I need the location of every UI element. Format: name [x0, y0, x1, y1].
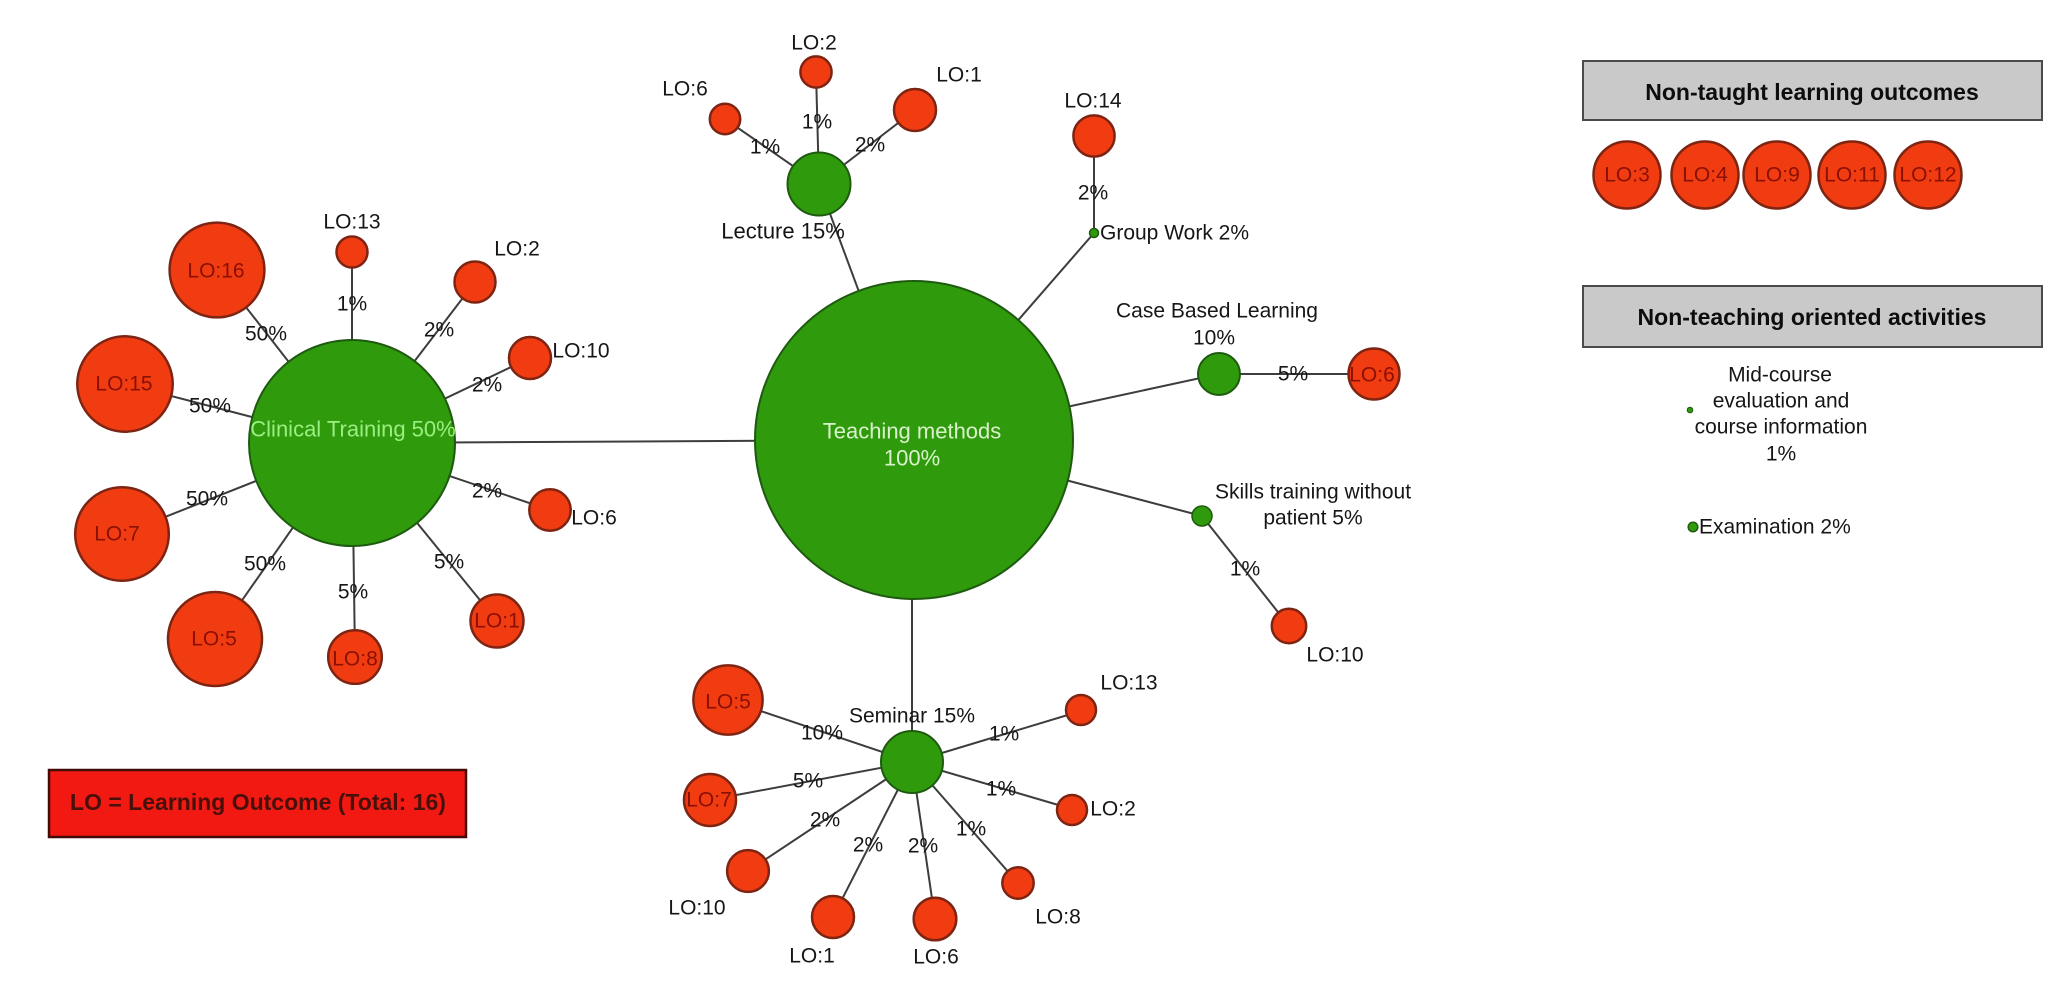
svg-text:LO:12: LO:12: [1899, 164, 1956, 187]
svg-text:Case Based Learning: Case Based Learning: [1116, 300, 1318, 323]
svg-text:Examination 2%: Examination 2%: [1699, 516, 1851, 539]
svg-text:2%: 2%: [472, 480, 502, 503]
svg-text:LO = Learning Outcome (Total:: LO = Learning Outcome (Total: 16): [70, 789, 446, 815]
svg-text:1%: 1%: [802, 111, 832, 134]
svg-text:LO:9: LO:9: [1754, 164, 1800, 187]
svg-text:2%: 2%: [1078, 182, 1108, 205]
svg-text:LO:10: LO:10: [668, 897, 725, 920]
svg-text:LO:6: LO:6: [662, 78, 708, 101]
svg-text:1%: 1%: [1230, 558, 1260, 581]
svg-text:5%: 5%: [1278, 363, 1308, 386]
svg-text:1%: 1%: [956, 818, 986, 841]
svg-text:LO:8: LO:8: [332, 648, 378, 671]
svg-text:LO:6: LO:6: [571, 507, 617, 530]
svg-text:1%: 1%: [986, 778, 1016, 801]
svg-text:LO:1: LO:1: [474, 610, 520, 633]
svg-text:1%: 1%: [989, 723, 1019, 746]
svg-text:LO:7: LO:7: [686, 789, 732, 812]
svg-text:2%: 2%: [472, 374, 502, 397]
svg-text:2%: 2%: [855, 134, 885, 157]
svg-text:2%: 2%: [908, 835, 938, 858]
svg-text:50%: 50%: [244, 553, 286, 576]
svg-text:LO:15: LO:15: [95, 373, 152, 396]
svg-text:LO:6: LO:6: [913, 946, 959, 969]
svg-text:2%: 2%: [810, 809, 840, 832]
svg-text:LO:4: LO:4: [1682, 164, 1728, 187]
svg-text:LO:2: LO:2: [494, 238, 540, 261]
svg-text:10%: 10%: [801, 722, 843, 745]
svg-text:Skills training without: Skills training without: [1215, 481, 1411, 504]
svg-text:patient 5%: patient 5%: [1263, 507, 1362, 530]
svg-text:50%: 50%: [186, 488, 228, 511]
svg-text:LO:13: LO:13: [323, 211, 380, 234]
svg-text:5%: 5%: [793, 770, 823, 793]
svg-text:10%: 10%: [1193, 327, 1235, 350]
svg-text:Teaching methods: Teaching methods: [823, 419, 1002, 444]
svg-text:evaluation and: evaluation and: [1713, 390, 1850, 413]
svg-text:1%: 1%: [1766, 443, 1796, 466]
svg-text:2%: 2%: [853, 834, 883, 857]
svg-text:LO:5: LO:5: [705, 691, 751, 714]
svg-text:LO:10: LO:10: [552, 340, 609, 363]
svg-text:LO:10: LO:10: [1306, 644, 1363, 667]
svg-text:LO:5: LO:5: [191, 628, 237, 651]
svg-text:LO:11: LO:11: [1824, 164, 1880, 187]
svg-text:LO:1: LO:1: [936, 64, 982, 87]
svg-text:LO:2: LO:2: [791, 32, 837, 55]
svg-text:1%: 1%: [750, 136, 780, 159]
svg-text:Seminar 15%: Seminar 15%: [849, 705, 975, 728]
svg-text:LO:13: LO:13: [1100, 672, 1157, 695]
svg-text:LO:7: LO:7: [94, 523, 140, 546]
svg-text:Non-teaching oriented activiti: Non-teaching oriented activities: [1638, 304, 1987, 330]
svg-text:LO:14: LO:14: [1064, 90, 1122, 113]
svg-text:LO:1: LO:1: [789, 945, 835, 968]
svg-text:LO:6: LO:6: [1349, 364, 1395, 387]
svg-text:LO:8: LO:8: [1035, 906, 1081, 929]
svg-text:LO:3: LO:3: [1604, 164, 1650, 187]
svg-text:Clinical Training 50%: Clinical Training 50%: [250, 417, 455, 442]
svg-text:Non-taught learning outcomes: Non-taught learning outcomes: [1645, 79, 1979, 105]
svg-text:course information: course information: [1695, 416, 1868, 439]
svg-text:Mid-course: Mid-course: [1728, 364, 1832, 387]
svg-text:2%: 2%: [424, 319, 454, 342]
svg-text:50%: 50%: [189, 395, 231, 418]
svg-text:50%: 50%: [245, 323, 287, 346]
svg-text:Lecture 15%: Lecture 15%: [721, 219, 845, 244]
svg-text:LO:16: LO:16: [187, 260, 244, 283]
svg-text:LO:2: LO:2: [1090, 798, 1136, 821]
svg-text:1%: 1%: [337, 293, 367, 316]
svg-text:Group Work 2%: Group Work 2%: [1100, 222, 1249, 245]
svg-text:5%: 5%: [434, 551, 464, 574]
svg-text:100%: 100%: [884, 446, 940, 471]
svg-text:5%: 5%: [338, 581, 368, 604]
